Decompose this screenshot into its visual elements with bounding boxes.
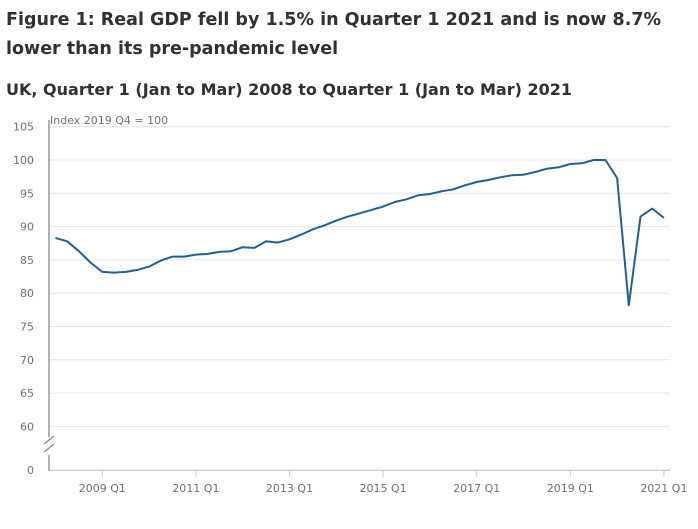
axis-break-icon xyxy=(43,435,55,445)
y-tick-label: 85 xyxy=(20,254,34,267)
x-tick-label: 2011 Q1 xyxy=(172,482,219,495)
x-tick-label: 2017 Q1 xyxy=(453,482,500,495)
y-tick-label: 75 xyxy=(20,321,34,334)
chart-subtitle: UK, Quarter 1 (Jan to Mar) 2008 to Quart… xyxy=(6,80,573,99)
y-tick-label: 70 xyxy=(20,354,34,367)
y-tick-label: 95 xyxy=(20,187,34,200)
chart-title: Figure 1: Real GDP fell by 1.5% in Quart… xyxy=(6,10,662,59)
gdp-series-line xyxy=(55,159,665,307)
x-tick-label: 2013 Q1 xyxy=(266,482,313,495)
axis-break-icon xyxy=(43,443,55,453)
x-tick-label: 2015 Q1 xyxy=(360,482,407,495)
y-axis-label: Index 2019 Q4 = 100 xyxy=(50,114,168,127)
x-tick-label: 2019 Q1 xyxy=(547,482,594,495)
y-tick-label: 90 xyxy=(20,221,34,234)
x-tick-label: 2009 Q1 xyxy=(79,482,126,495)
y-tick-label: 100 xyxy=(13,154,34,167)
y-tick-label: 60 xyxy=(20,420,34,433)
x-tick-label: 2021 Q1 xyxy=(640,482,687,495)
y-tick-label: 65 xyxy=(20,387,34,400)
y-tick-label: 105 xyxy=(13,121,34,134)
y-tick-label: 0 xyxy=(27,464,34,477)
y-tick-label: 80 xyxy=(20,287,34,300)
